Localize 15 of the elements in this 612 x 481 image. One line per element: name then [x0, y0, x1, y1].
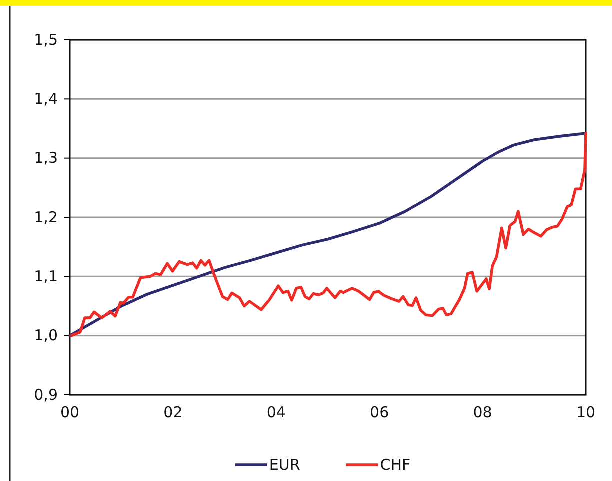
y-tick-label: 1,1 — [34, 267, 58, 286]
y-tick-label: 1,5 — [34, 30, 58, 49]
y-tick-label: 1,0 — [34, 326, 58, 345]
x-tick-label: 08 — [473, 404, 492, 422]
y-tick-label: 1,2 — [34, 208, 58, 226]
legend-label: CHF — [380, 456, 411, 474]
x-tick-label: 02 — [164, 404, 183, 422]
legend-label: EUR — [269, 456, 300, 474]
x-tick-label: 06 — [370, 404, 390, 422]
y-tick-label: 1,3 — [34, 149, 58, 168]
y-tick-label: 1,4 — [34, 90, 58, 108]
y-tick-label: 0,9 — [34, 386, 58, 404]
x-tick-label: 10 — [576, 404, 596, 422]
x-tick-label: 04 — [266, 404, 286, 422]
x-tick-label: 00 — [60, 404, 80, 422]
